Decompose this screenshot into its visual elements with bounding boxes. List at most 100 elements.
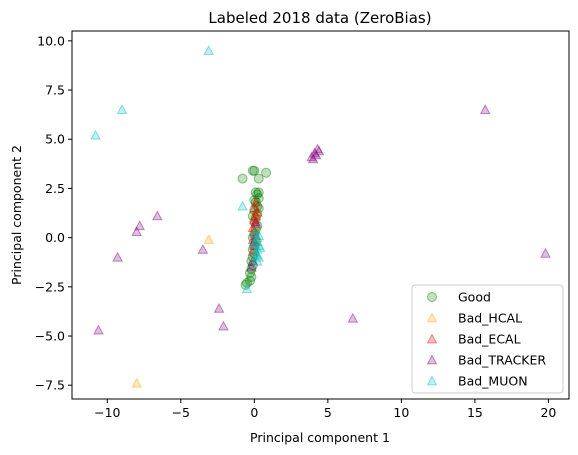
data-point <box>261 167 272 178</box>
data-point <box>203 234 215 244</box>
series-bad-hcal <box>131 212 263 388</box>
legend-marker <box>426 375 438 386</box>
data-point <box>203 45 215 56</box>
data-point <box>246 261 257 272</box>
data-point <box>306 151 318 162</box>
data-point <box>151 210 163 221</box>
data-point <box>246 264 257 275</box>
legend: Good Bad_HCAL Bad_ECAL Bad_TRACKER Bad_MUON <box>411 284 564 394</box>
data-point <box>253 187 264 198</box>
y-tick-label: 2.5 <box>45 181 65 196</box>
data-point <box>90 129 101 140</box>
data-point <box>244 275 255 286</box>
data-point <box>249 228 260 239</box>
data-point <box>248 222 260 233</box>
data-point <box>307 153 319 164</box>
data-point <box>313 145 325 156</box>
data-point <box>247 255 259 266</box>
data-point <box>250 187 261 198</box>
series-good <box>237 165 272 290</box>
y-axis-ticks: −7.5 −5.0 −2.5 0.0 2.5 5.0 7.5 10.0 <box>35 33 72 393</box>
data-point <box>248 226 260 237</box>
data-point <box>249 216 260 227</box>
data-point <box>250 224 261 235</box>
data-point <box>249 240 260 251</box>
data-point <box>250 236 262 246</box>
data-point <box>131 226 143 237</box>
y-tick-label: −2.5 <box>35 279 65 294</box>
data-point <box>250 216 262 227</box>
data-point <box>253 193 264 204</box>
data-point <box>247 165 258 176</box>
data-point <box>251 243 263 254</box>
data-point <box>249 248 260 259</box>
plot-frame <box>71 30 570 400</box>
data-point <box>251 236 263 246</box>
legend-box <box>411 284 564 394</box>
x-tick-label: 15 <box>467 405 483 420</box>
data-point <box>252 189 263 200</box>
x-tick-label: 0 <box>250 405 258 420</box>
data-point <box>479 104 491 115</box>
data-point <box>237 200 248 211</box>
data-point <box>248 239 260 250</box>
data-point <box>253 239 265 250</box>
data-point <box>250 230 262 240</box>
x-tick-label: 10 <box>393 405 409 420</box>
legend-marker <box>427 292 437 302</box>
data-marks <box>90 45 551 388</box>
data-point <box>93 324 104 335</box>
data-point <box>240 279 251 290</box>
data-point <box>254 241 266 252</box>
data-point <box>248 228 260 239</box>
y-tick-label: 10.0 <box>37 33 65 48</box>
data-point <box>251 249 263 260</box>
legend-marker <box>426 354 438 365</box>
data-point <box>250 212 261 223</box>
data-point <box>250 210 262 221</box>
legend-entry: Bad_HCAL <box>426 311 522 326</box>
x-tick-label: 20 <box>540 405 556 420</box>
series-bad-muon <box>90 45 266 294</box>
data-point <box>253 203 264 214</box>
data-point <box>251 206 263 217</box>
data-point <box>252 220 263 231</box>
data-point <box>213 302 225 313</box>
data-point <box>251 232 263 242</box>
data-point <box>252 209 263 220</box>
y-tick-label: 5.0 <box>45 132 65 147</box>
data-point <box>250 196 262 207</box>
data-point <box>248 202 260 213</box>
y-tick-label: −5.0 <box>35 329 65 344</box>
data-point <box>248 214 260 225</box>
chart-title: Labeled 2018 data (ZeroBias) <box>208 9 431 27</box>
data-point <box>253 251 265 262</box>
x-axis-label: Principal component 1 <box>250 430 390 445</box>
data-point <box>253 230 265 240</box>
data-point <box>237 173 248 184</box>
data-point <box>247 210 258 221</box>
data-point <box>112 251 123 262</box>
legend-marker <box>426 312 438 323</box>
data-point <box>241 277 252 288</box>
data-point <box>250 197 261 208</box>
x-tick-label: −5 <box>172 405 190 420</box>
data-point <box>247 222 259 233</box>
data-point <box>247 232 258 243</box>
data-point <box>253 173 264 184</box>
data-point <box>246 256 257 267</box>
data-point <box>134 220 145 231</box>
x-tick-label: 5 <box>324 405 332 420</box>
data-point <box>251 255 263 266</box>
data-point <box>131 377 143 388</box>
data-point <box>241 283 253 294</box>
data-point <box>248 236 260 246</box>
data-point <box>347 312 359 323</box>
legend-label: Good <box>458 290 491 305</box>
data-point <box>249 165 260 176</box>
y-axis-label: Principal component 2 <box>9 145 24 285</box>
data-point <box>249 195 260 206</box>
data-point <box>248 237 260 248</box>
data-point <box>197 243 209 254</box>
